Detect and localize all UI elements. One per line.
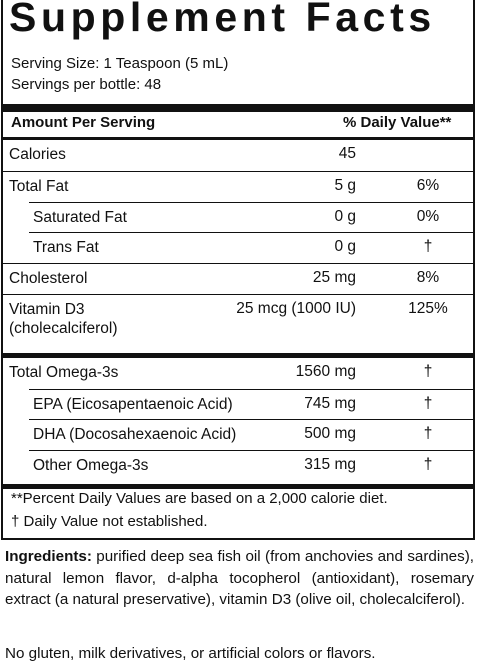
daily-value: † bbox=[423, 456, 433, 474]
amount: 45 bbox=[338, 145, 356, 162]
amount: 0 g bbox=[334, 238, 356, 256]
daily-value: † bbox=[423, 238, 433, 256]
amount-header: Amount Per Serving bbox=[11, 114, 156, 131]
daily-value: 8% bbox=[416, 269, 440, 287]
name-line: Calories bbox=[9, 146, 66, 163]
daily-value: 6% bbox=[416, 176, 440, 194]
title: Supplement Facts bbox=[9, 0, 436, 40]
nutrient-name: Other Omega-3s bbox=[33, 457, 149, 475]
nutrient-name: EPA (Eicosapentaenoic Acid) bbox=[33, 395, 233, 413]
nutrient-name: Vitamin D3 (cholecalciferol) bbox=[9, 300, 118, 338]
ingredients-label: Ingredients: bbox=[5, 548, 92, 565]
name-line: (cholecalciferol) bbox=[9, 320, 118, 337]
amount: 25 mcg (1000 IU) bbox=[236, 300, 356, 317]
sub-nutrient-row: DHA (Docosahexaenoic Acid) 500 mg † bbox=[29, 419, 473, 450]
daily-value: † bbox=[423, 362, 433, 380]
name-line: Cholesterol bbox=[9, 270, 88, 288]
amount: 1560 mg bbox=[295, 362, 356, 380]
nutrient-row: Vitamin D3 (cholecalciferol) 25 mcg (1000 … bbox=[3, 294, 473, 353]
rule bbox=[3, 137, 473, 140]
nutrient-name: Calories bbox=[9, 145, 66, 164]
footnote: † Daily Value not established. bbox=[11, 513, 208, 530]
footnote: **Percent Daily Values are based on a 2,… bbox=[11, 490, 388, 507]
nutrient-row: Cholesterol 25 mg 8% bbox=[3, 263, 473, 294]
thick-rule bbox=[3, 352, 473, 358]
dv-header: % Daily Value** bbox=[343, 114, 452, 131]
nutrient-name: Total Omega-3s bbox=[9, 363, 118, 382]
amount: 0 g bbox=[334, 207, 356, 225]
sub-nutrient-row: EPA (Eicosapentaenoic Acid) 745 mg † bbox=[29, 388, 473, 420]
nutrient-name: Total Fat bbox=[9, 177, 68, 196]
ingredients: Ingredients: purified deep sea fish oil … bbox=[5, 546, 474, 611]
nutrient-name: DHA (Docosahexaenoic Acid) bbox=[33, 426, 237, 444]
sub-nutrient-row: Other Omega-3s 315 mg † bbox=[29, 450, 473, 481]
sub-nutrient-row: Trans Fat 0 g † bbox=[29, 232, 473, 263]
name-line: Total Omega-3s bbox=[9, 363, 119, 381]
nutrient-name: Saturated Fat bbox=[33, 208, 127, 226]
daily-value: 0% bbox=[416, 207, 440, 225]
amount: 500 mg bbox=[304, 425, 356, 443]
nutrient-row: Calories 45 bbox=[3, 140, 473, 171]
note: No gluten, milk derivatives, or artifici… bbox=[5, 645, 376, 662]
thick-rule bbox=[3, 484, 473, 489]
sub-nutrient-row: Saturated Fat 0 g 0% bbox=[29, 201, 473, 233]
nutrient-row: Total Omega-3s 1560 mg † bbox=[3, 358, 473, 389]
amount: 315 mg bbox=[304, 456, 356, 474]
amount: 5 g bbox=[334, 176, 356, 194]
supplement-facts-panel: Supplement Facts Serving Size: 1 Teaspoo… bbox=[1, 0, 475, 540]
name-line: Vitamin D3 bbox=[9, 301, 85, 318]
name-line: Total Fat bbox=[9, 177, 69, 195]
nutrient-name: Cholesterol bbox=[9, 269, 87, 288]
amount: 745 mg bbox=[304, 394, 356, 412]
nutrient-row: Total Fat 5 g 6% bbox=[3, 170, 473, 202]
thick-rule bbox=[3, 104, 473, 112]
daily-value: † bbox=[423, 394, 433, 412]
servings-per-bottle: Servings per bottle: 48 bbox=[11, 76, 162, 93]
serving-size: Serving Size: 1 Teaspoon (5 mL) bbox=[11, 55, 229, 72]
amount: 25 mg bbox=[312, 269, 356, 287]
daily-value: 125% bbox=[408, 300, 448, 317]
daily-value: † bbox=[423, 425, 433, 443]
ingredients-text: purified deep sea fish oil (from anchovi… bbox=[5, 548, 474, 608]
nutrient-name: Trans Fat bbox=[33, 239, 99, 257]
